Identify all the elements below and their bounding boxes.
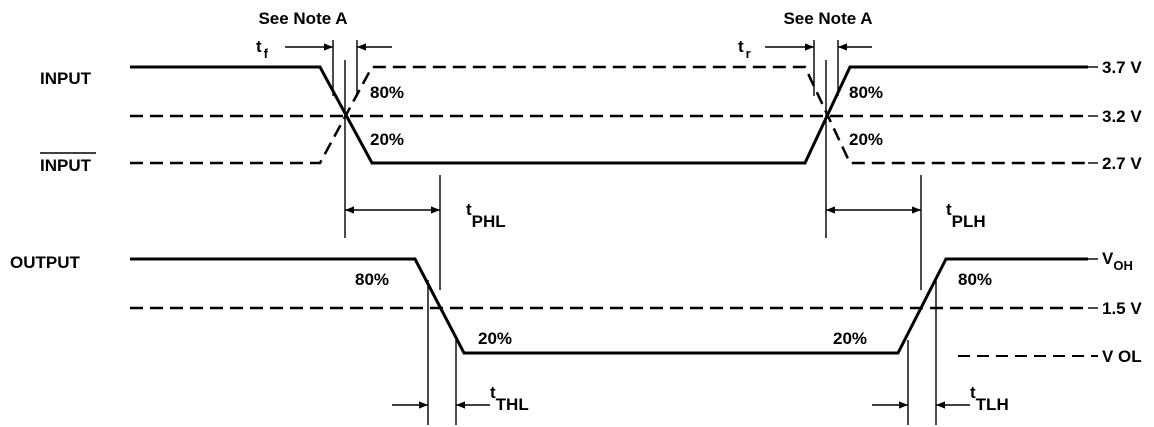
level-voh: VOH bbox=[1102, 249, 1133, 273]
signal-input-bar-label: INPUT bbox=[40, 156, 92, 175]
pct-output-rise-80: 80% bbox=[958, 270, 992, 289]
signal-output-label: OUTPUT bbox=[10, 253, 81, 272]
tphl-label: tPHL bbox=[466, 200, 506, 231]
level-ticks bbox=[1088, 66, 1098, 309]
output-waveform bbox=[130, 257, 1088, 355]
tthl-label: tTHL bbox=[490, 383, 529, 414]
input-waveforms bbox=[130, 65, 1088, 165]
level-3-7v: 3.7 V bbox=[1102, 58, 1142, 77]
tplh-label: tPLH bbox=[946, 200, 986, 231]
level-3-2v: 3.2 V bbox=[1102, 107, 1142, 126]
pct-output-fall-20: 20% bbox=[478, 329, 512, 348]
pct-input-fall-80: 80% bbox=[370, 83, 404, 102]
note-a-left: See Note A bbox=[258, 9, 347, 28]
input-markers bbox=[332, 40, 922, 290]
note-a-right: See Note A bbox=[783, 9, 872, 28]
input-waveform bbox=[130, 65, 1088, 165]
pct-output-rise-20: 20% bbox=[833, 329, 867, 348]
pct-input-fall-20: 20% bbox=[370, 130, 404, 149]
pct-input-rise-80: 80% bbox=[849, 83, 883, 102]
pct-input-rise-20: 20% bbox=[849, 130, 883, 149]
pct-output-fall-80: 80% bbox=[355, 270, 389, 289]
level-2-7v: 2.7 V bbox=[1102, 154, 1142, 173]
level-1-5v: 1.5 V bbox=[1102, 299, 1142, 318]
ttlh-label: tTLH bbox=[970, 383, 1009, 414]
level-vol: V OL bbox=[1102, 347, 1142, 366]
output-markers bbox=[392, 280, 970, 425]
output-waveforms bbox=[130, 257, 1098, 357]
signal-input-label: INPUT bbox=[40, 69, 92, 88]
